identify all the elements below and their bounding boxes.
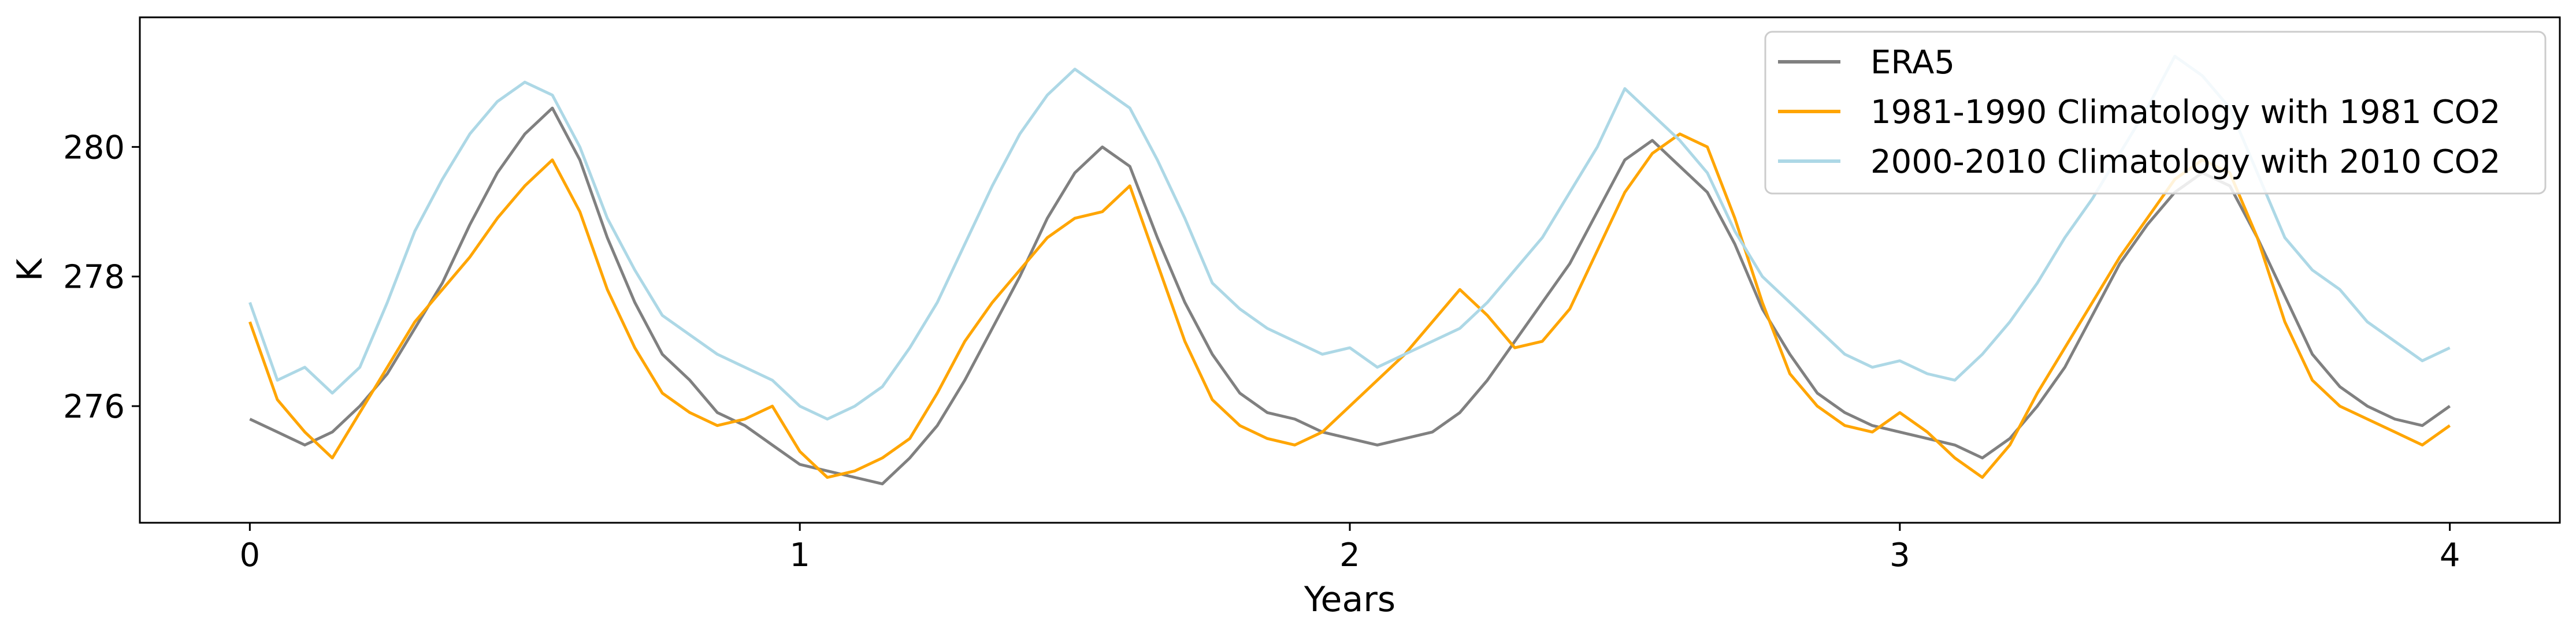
- x-axis-label: Years: [1304, 579, 1395, 620]
- y-axis-label: K: [10, 258, 50, 281]
- legend-label-2: 1981-1990 Climatology with 1981 CO2: [1870, 94, 2500, 131]
- legend-entries: ERA5 1981-1990 Climatology with 1981 CO2 2…: [1778, 44, 2500, 181]
- y-tick-label: 278: [63, 259, 125, 296]
- y-tick-label: 280: [63, 129, 125, 166]
- x-tick-label: 1: [789, 537, 810, 574]
- x-tick-label: 2: [1339, 537, 1360, 574]
- series-line-1: [249, 106, 2451, 486]
- x-tick-label: 3: [1890, 537, 1910, 574]
- legend-box: [1764, 31, 2547, 195]
- x-tick-label: 4: [2440, 537, 2460, 574]
- plot-lines: [248, 54, 2451, 486]
- y-tick-label: 276: [63, 388, 125, 426]
- legend: ERA5 1981-1990 Climatology with 1981 CO2 2…: [1764, 31, 2547, 195]
- series-line-3: [248, 54, 2451, 421]
- axis-ticks: 0 1 2 3 4 276 278 280: [63, 129, 2460, 574]
- x-tick-label: 0: [240, 537, 261, 574]
- series-line-2: [248, 132, 2451, 479]
- legend-label-1: ERA5: [1870, 44, 1955, 81]
- legend-label-3: 2000-2010 Climatology with 2010 CO2: [1870, 143, 2500, 181]
